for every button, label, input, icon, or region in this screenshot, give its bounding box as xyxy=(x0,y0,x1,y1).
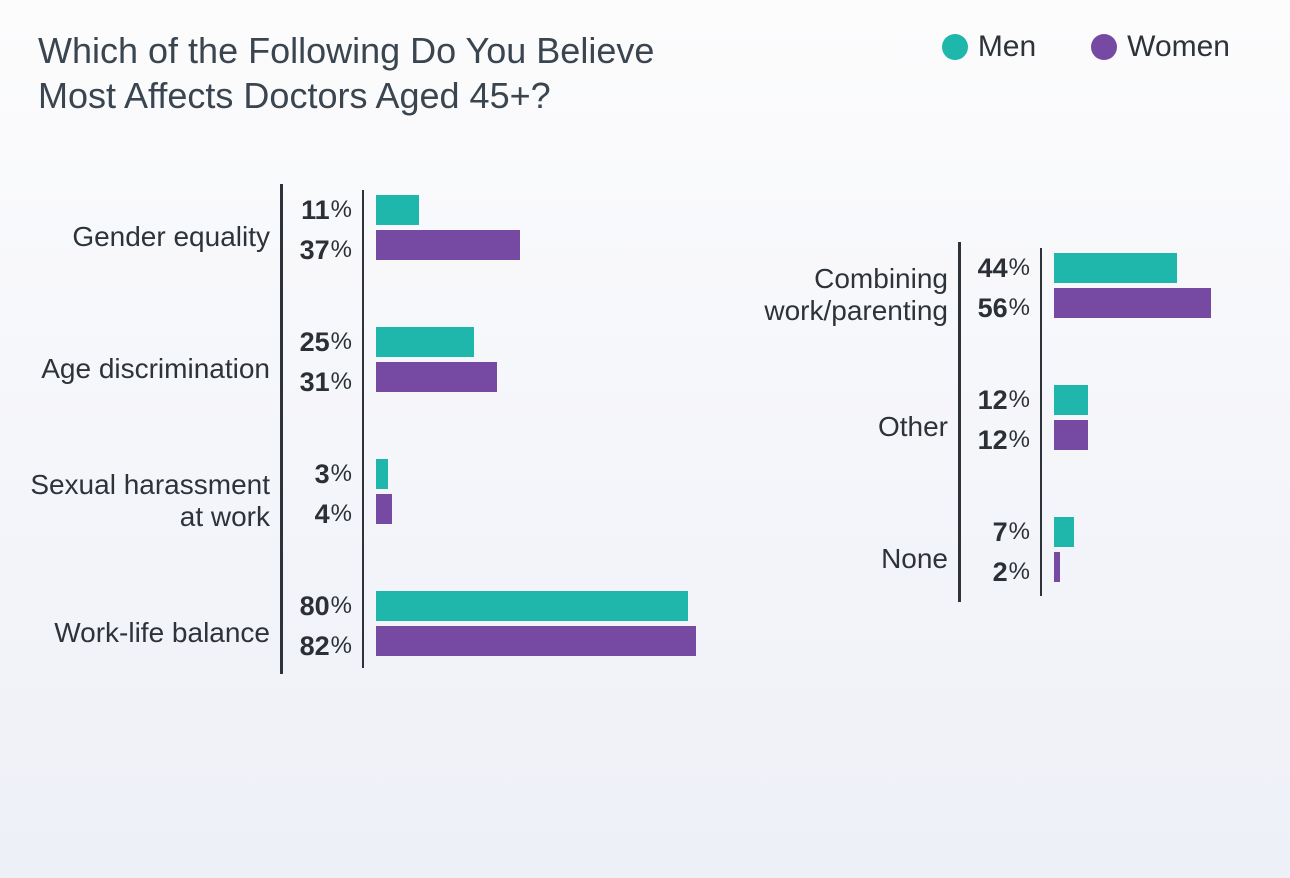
category-group: Combining work/parenting 44%56% xyxy=(720,248,1290,342)
bars xyxy=(1054,248,1211,323)
legend-label-women: Women xyxy=(1127,30,1230,64)
category-label: Combining work/parenting xyxy=(764,263,948,327)
value-men: 25% xyxy=(290,322,352,362)
bar-men xyxy=(376,327,474,357)
value-women: 4% xyxy=(290,494,352,534)
category-label: Work-life balance xyxy=(54,617,270,649)
chart-title: Which of the Following Do You Believe Mo… xyxy=(38,28,738,118)
category-group: None 7%2% xyxy=(720,512,1290,606)
category-label: None xyxy=(881,543,948,575)
value-men: 12% xyxy=(968,380,1030,420)
legend-swatch-men xyxy=(942,34,968,60)
category-group: Work-life balance 80%82% xyxy=(0,586,690,680)
bar-women xyxy=(376,626,696,656)
bar-women xyxy=(1054,420,1088,450)
value-column: 7%2% xyxy=(968,512,1030,592)
value-men: 80% xyxy=(290,586,352,626)
value-column: 12%12% xyxy=(968,380,1030,460)
value-men: 7% xyxy=(968,512,1030,552)
bar-men xyxy=(376,459,388,489)
value-women: 12% xyxy=(968,420,1030,460)
bars xyxy=(376,586,696,661)
chart-panel-right: Combining work/parenting 44%56% Other 12%12… xyxy=(720,248,1290,718)
bar-women xyxy=(376,230,520,260)
legend-item-men: Men xyxy=(942,30,1036,64)
category-label: Gender equality xyxy=(72,221,270,253)
category-group: Age discrimination 25%31% xyxy=(0,322,690,416)
legend: Men Women xyxy=(942,30,1230,64)
bars xyxy=(1054,380,1088,455)
value-women: 82% xyxy=(290,626,352,666)
category-label: Other xyxy=(878,411,948,443)
value-men: 3% xyxy=(290,454,352,494)
bars xyxy=(376,322,497,397)
bar-men xyxy=(376,195,419,225)
bars xyxy=(376,190,520,265)
bar-women xyxy=(376,362,497,392)
legend-item-women: Women xyxy=(1091,30,1230,64)
value-men: 11% xyxy=(290,190,352,230)
chart-panel-left: Gender equality 11%37% Age discrimination 2… xyxy=(0,190,690,718)
bar-women xyxy=(1054,552,1060,582)
category-label: Sexual harassment at work xyxy=(30,469,270,533)
chart-container: Which of the Following Do You Believe Mo… xyxy=(0,0,1290,878)
legend-label-men: Men xyxy=(978,30,1036,64)
category-group: Gender equality 11%37% xyxy=(0,190,690,284)
category-label: Age discrimination xyxy=(41,353,270,385)
value-men: 44% xyxy=(968,248,1030,288)
value-column: 3%4% xyxy=(290,454,352,534)
bar-men xyxy=(1054,385,1088,415)
bar-women xyxy=(376,494,392,524)
category-group: Other 12%12% xyxy=(720,380,1290,474)
bar-women xyxy=(1054,288,1211,318)
legend-swatch-women xyxy=(1091,34,1117,60)
value-women: 37% xyxy=(290,230,352,270)
bar-men xyxy=(1054,253,1177,283)
bar-men xyxy=(1054,517,1074,547)
category-group: Sexual harassment at work 3%4% xyxy=(0,454,690,548)
value-column: 44%56% xyxy=(968,248,1030,328)
bars xyxy=(376,454,392,529)
value-women: 2% xyxy=(968,552,1030,592)
value-column: 11%37% xyxy=(290,190,352,270)
bars xyxy=(1054,512,1074,587)
bar-men xyxy=(376,591,688,621)
value-women: 31% xyxy=(290,362,352,402)
value-women: 56% xyxy=(968,288,1030,328)
value-column: 25%31% xyxy=(290,322,352,402)
chart-panels: Gender equality 11%37% Age discrimination 2… xyxy=(0,190,1290,718)
value-column: 80%82% xyxy=(290,586,352,666)
